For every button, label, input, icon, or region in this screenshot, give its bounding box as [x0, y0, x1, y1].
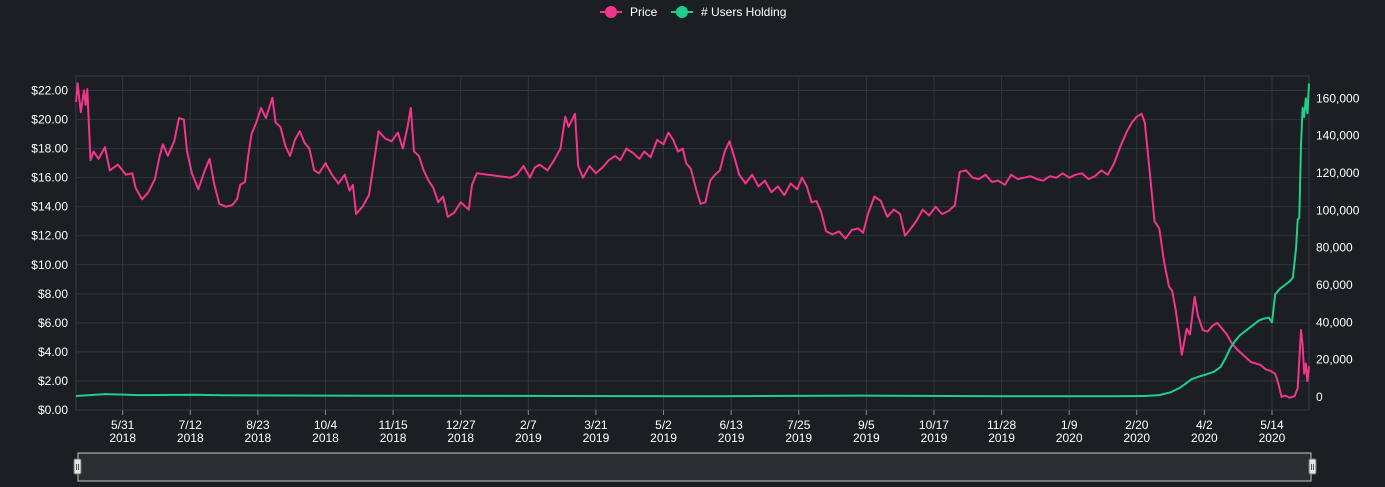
y-axis-left: $0.00 $2.00 $4.00 $6.00 $8.00 $10.00 $12.00 $14… — [31, 84, 68, 417]
y-left-tick-label: $10.00 — [31, 258, 68, 272]
y-left-tick-label: $22.00 — [31, 84, 68, 98]
price-series-line — [75, 82, 1310, 399]
x-tick-label-year: 2019 — [785, 431, 812, 445]
range-navigator[interactable] — [73, 452, 1317, 482]
x-tick-label-year: 2018 — [177, 431, 204, 445]
x-tick-label-date: 10/17 — [919, 418, 949, 432]
x-tick-label-date: 10/4 — [314, 418, 338, 432]
navigator-track[interactable] — [77, 452, 1312, 482]
x-tick-label-date: 7/12 — [179, 418, 203, 432]
x-tick-label-year: 2020 — [1191, 431, 1218, 445]
x-tick-label-date: 11/15 — [379, 418, 408, 432]
y-right-tick-label: 100,000 — [1316, 203, 1360, 217]
y-left-tick-label: $14.00 — [31, 200, 68, 214]
y-right-tick-label: 0 — [1316, 390, 1323, 404]
y-left-tick-label: $2.00 — [38, 374, 68, 388]
y-right-tick-label: 140,000 — [1316, 129, 1360, 143]
x-tick-label-year: 2019 — [988, 431, 1015, 445]
x-tick-label-year: 2019 — [921, 431, 948, 445]
x-tick-label-date: 6/13 — [719, 418, 743, 432]
x-tick-label-year: 2020 — [1123, 431, 1150, 445]
x-tick-label-date: 12/27 — [446, 418, 476, 432]
x-tick-label-year: 2019 — [515, 431, 542, 445]
y-left-tick-label: $8.00 — [38, 287, 68, 301]
y-right-tick-label: 80,000 — [1316, 241, 1353, 255]
y-axis-right: 0 20,000 40,000 60,000 80,000 100,000 120,000 1… — [1316, 91, 1360, 404]
x-tick-label-date: 9/5 — [858, 418, 875, 432]
x-tick-label-date: 5/31 — [111, 418, 135, 432]
x-tick-label-year: 2020 — [1259, 431, 1286, 445]
y-left-tick-label: $4.00 — [38, 345, 68, 359]
x-tick-label-date: 1/9 — [1061, 418, 1078, 432]
legend-users-marker — [676, 6, 688, 18]
y-right-tick-label: 60,000 — [1316, 278, 1353, 292]
plot-frame — [75, 75, 1310, 411]
series-lines — [75, 82, 1310, 399]
y-left-tick-label: $0.00 — [38, 403, 68, 417]
y-left-tick-label: $20.00 — [31, 113, 68, 127]
users-holding-series-line — [75, 83, 1310, 398]
x-tick-label-date: 2/7 — [520, 418, 537, 432]
y-left-tick-label: $18.00 — [31, 142, 68, 156]
x-tick-label-year: 2019 — [718, 431, 745, 445]
y-right-tick-label: 40,000 — [1316, 315, 1353, 329]
x-tick-label-year: 2018 — [447, 431, 474, 445]
x-tick-label-date: 3/21 — [584, 418, 608, 432]
legend: Price # Users Holding — [600, 5, 786, 19]
x-axis: 5/3120187/1220188/23201810/4201811/15201… — [109, 410, 1286, 445]
legend-price-label: Price — [630, 5, 658, 19]
x-tick-label-date: 5/2 — [655, 418, 672, 432]
y-left-tick-label: $16.00 — [31, 171, 68, 185]
legend-price-marker — [605, 6, 617, 18]
y-right-tick-label: 120,000 — [1316, 166, 1360, 180]
x-tick-label-year: 2019 — [650, 431, 677, 445]
x-tick-label-date: 5/14 — [1260, 418, 1284, 432]
x-tick-label-date: 2/20 — [1125, 418, 1149, 432]
y-left-tick-label: $12.00 — [31, 229, 68, 243]
y-right-tick-label: 20,000 — [1316, 353, 1353, 367]
x-tick-label-date: 4/2 — [1196, 418, 1213, 432]
x-tick-label-year: 2020 — [1056, 431, 1083, 445]
grid — [75, 75, 1310, 411]
x-tick-label-date: 7/25 — [787, 418, 811, 432]
legend-item-users-holding[interactable]: # Users Holding — [671, 5, 786, 19]
legend-users-label: # Users Holding — [701, 5, 786, 19]
x-tick-label-year: 2019 — [583, 431, 610, 445]
legend-item-price[interactable]: Price — [600, 5, 658, 19]
x-tick-label-year: 2019 — [853, 431, 880, 445]
navigator-right-handle[interactable] — [1308, 458, 1317, 475]
y-left-tick-label: $6.00 — [38, 316, 68, 330]
navigator-left-handle[interactable] — [73, 458, 82, 475]
x-tick-label-date: 11/28 — [987, 418, 1016, 432]
x-tick-label-year: 2018 — [312, 431, 339, 445]
x-tick-label-date: 8/23 — [246, 418, 270, 432]
y-right-tick-label: 160,000 — [1316, 91, 1360, 105]
x-tick-label-year: 2018 — [109, 431, 136, 445]
x-tick-label-year: 2018 — [245, 431, 272, 445]
x-tick-label-year: 2018 — [380, 431, 407, 445]
